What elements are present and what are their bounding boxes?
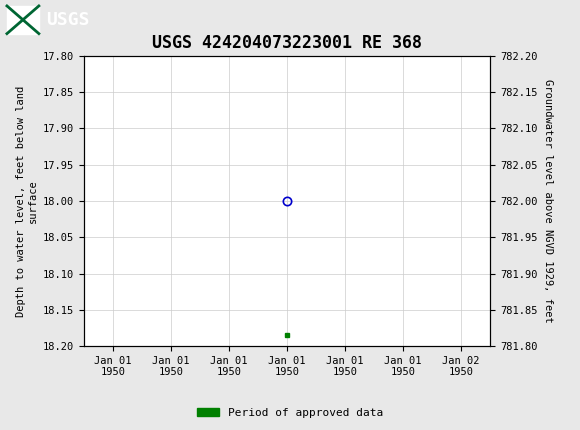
Bar xyxy=(7,6,39,34)
Y-axis label: Depth to water level, feet below land
surface: Depth to water level, feet below land su… xyxy=(16,86,38,316)
Text: USGS: USGS xyxy=(46,11,89,29)
Y-axis label: Groundwater level above NGVD 1929, feet: Groundwater level above NGVD 1929, feet xyxy=(543,79,553,323)
Legend: Period of approved data: Period of approved data xyxy=(193,403,387,422)
Title: USGS 424204073223001 RE 368: USGS 424204073223001 RE 368 xyxy=(152,34,422,52)
